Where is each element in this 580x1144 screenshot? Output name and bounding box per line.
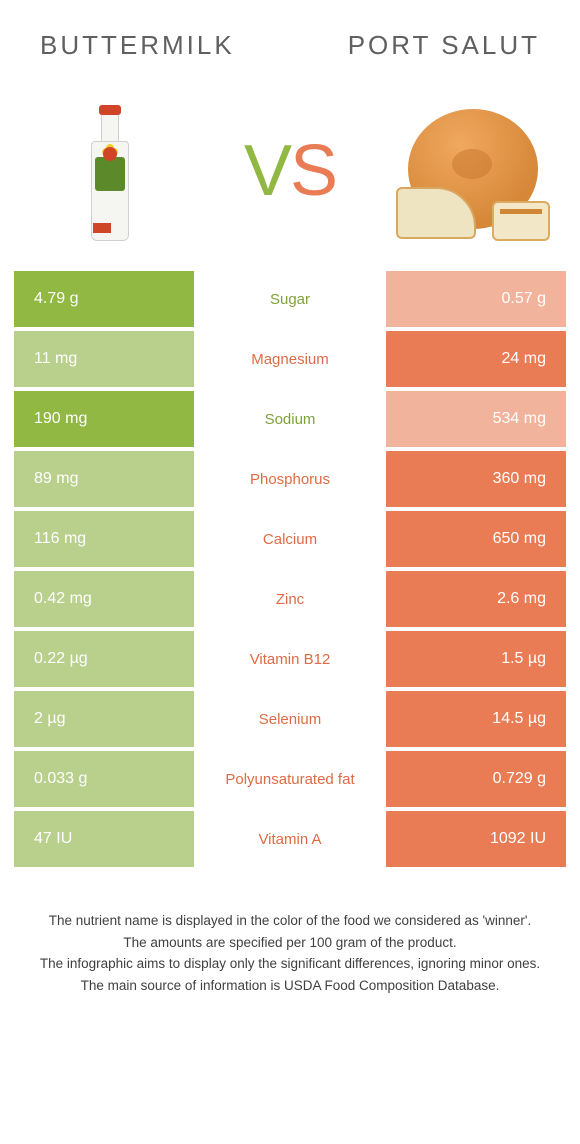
value-left: 116 mg [14, 511, 194, 567]
value-left: 47 IU [14, 811, 194, 867]
value-left: 190 mg [14, 391, 194, 447]
table-row: 116 mgCalcium650 mg [14, 511, 566, 567]
value-right: 1.5 µg [386, 631, 566, 687]
value-left: 0.22 µg [14, 631, 194, 687]
comparison-table: 4.79 gSugar0.57 g11 mgMagnesium24 mg190 … [0, 271, 580, 867]
nutrient-label: Selenium [194, 691, 386, 747]
image-left [30, 91, 190, 251]
table-row: 0.42 mgZinc2.6 mg [14, 571, 566, 627]
value-left: 2 µg [14, 691, 194, 747]
table-row: 0.033 gPolyunsaturated fat0.729 g [14, 751, 566, 807]
value-left: 4.79 g [14, 271, 194, 327]
value-right: 24 mg [386, 331, 566, 387]
table-row: 11 mgMagnesium24 mg [14, 331, 566, 387]
footnote-line: The amounts are specified per 100 gram o… [30, 933, 550, 953]
value-right: 534 mg [386, 391, 566, 447]
nutrient-label: Sodium [194, 391, 386, 447]
nutrient-label: Vitamin B12 [194, 631, 386, 687]
table-row: 89 mgPhosphorus360 mg [14, 451, 566, 507]
nutrient-label: Vitamin A [194, 811, 386, 867]
header: Buttermilk Port Salut [0, 0, 580, 71]
table-row: 4.79 gSugar0.57 g [14, 271, 566, 327]
value-right: 650 mg [386, 511, 566, 567]
vs-label: VS [244, 130, 336, 212]
image-right [390, 91, 550, 251]
value-right: 0.57 g [386, 271, 566, 327]
table-row: 0.22 µgVitamin B121.5 µg [14, 631, 566, 687]
value-right: 1092 IU [386, 811, 566, 867]
images-row: VS [0, 71, 580, 271]
value-right: 2.6 mg [386, 571, 566, 627]
value-right: 0.729 g [386, 751, 566, 807]
footnote-line: The main source of information is USDA F… [30, 976, 550, 996]
footnotes: The nutrient name is displayed in the co… [0, 871, 580, 1017]
footnote-line: The nutrient name is displayed in the co… [30, 911, 550, 931]
value-left: 89 mg [14, 451, 194, 507]
buttermilk-icon [85, 101, 135, 241]
value-right: 360 mg [386, 451, 566, 507]
nutrient-label: Magnesium [194, 331, 386, 387]
title-left: Buttermilk [40, 30, 235, 61]
nutrient-label: Phosphorus [194, 451, 386, 507]
footnote-line: The infographic aims to display only the… [30, 954, 550, 974]
nutrient-label: Zinc [194, 571, 386, 627]
nutrient-label: Polyunsaturated fat [194, 751, 386, 807]
value-left: 11 mg [14, 331, 194, 387]
title-right: Port Salut [348, 30, 540, 61]
table-row: 2 µgSelenium14.5 µg [14, 691, 566, 747]
value-left: 0.033 g [14, 751, 194, 807]
cheese-icon [390, 101, 550, 241]
table-row: 47 IUVitamin A1092 IU [14, 811, 566, 867]
value-right: 14.5 µg [386, 691, 566, 747]
nutrient-label: Sugar [194, 271, 386, 327]
table-row: 190 mgSodium534 mg [14, 391, 566, 447]
nutrient-label: Calcium [194, 511, 386, 567]
value-left: 0.42 mg [14, 571, 194, 627]
